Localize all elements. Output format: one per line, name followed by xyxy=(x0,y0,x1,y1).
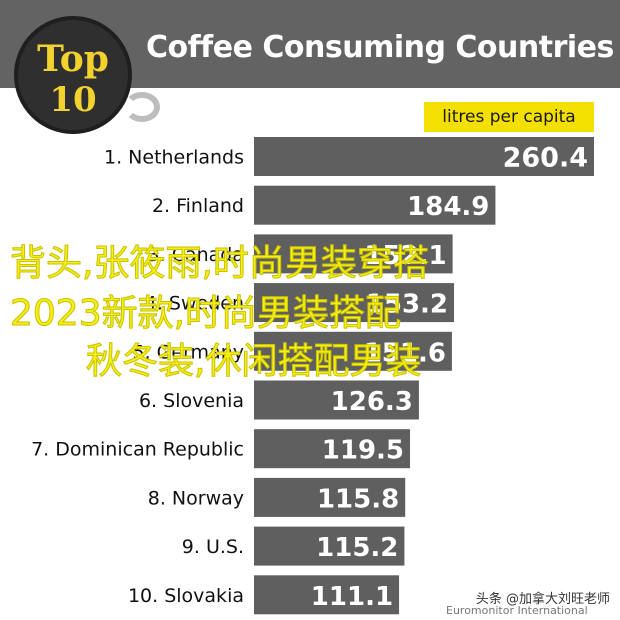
category-label-5: 5. Germany xyxy=(133,341,245,363)
value-label-8: 115.8 xyxy=(317,484,399,514)
value-label-5: 151.6 xyxy=(364,338,446,368)
bar-5 xyxy=(254,331,452,371)
category-label-8: 8. Norway xyxy=(148,487,244,509)
overlay-caption-1: 背头,张筱雨,时尚男装穿搭 xyxy=(10,243,430,284)
value-label-9: 115.2 xyxy=(316,533,398,563)
bar-9 xyxy=(254,526,405,566)
category-label-6: 6. Slovenia xyxy=(139,390,244,412)
bar-6 xyxy=(254,380,419,420)
category-label-3: 3. Canada xyxy=(148,244,244,266)
value-label-4: 153.2 xyxy=(366,290,448,320)
bar-4 xyxy=(254,283,455,323)
value-label-10: 111.1 xyxy=(311,582,393,612)
overlay-caption-2: 2023新款,时尚男装搭配 xyxy=(9,293,402,334)
bar-2 xyxy=(254,185,496,225)
value-label-2: 184.9 xyxy=(407,192,489,222)
category-label-4: 4. Sweden xyxy=(145,293,244,315)
bar-1 xyxy=(254,137,594,176)
category-label-9: 9. U.S. xyxy=(182,536,244,558)
cup-handle-icon xyxy=(124,92,160,122)
logo-top-text: Top xyxy=(37,38,109,80)
value-label-3: 152.1 xyxy=(364,241,446,271)
logo-number-text: 10 xyxy=(49,80,97,120)
overlay-caption-3: 秋冬装,休闲搭配男装 xyxy=(85,341,422,382)
unit-label: litres per capita xyxy=(424,102,594,132)
value-label-7: 119.5 xyxy=(322,436,404,466)
category-label-2: 2. Finland xyxy=(152,195,244,217)
bar-10 xyxy=(254,575,400,615)
watermark: 头条 @加拿大刘旺老师 xyxy=(475,588,610,607)
top10-logo: Top 10 xyxy=(14,16,132,134)
category-label-1: 1. Netherlands xyxy=(104,147,244,169)
bar-8 xyxy=(254,477,406,517)
category-label-10: 10. Slovakia xyxy=(128,585,244,607)
category-label-7: 7. Dominican Republic xyxy=(31,439,244,461)
bar-7 xyxy=(254,429,411,469)
chart-title: Coffee Consuming Countries xyxy=(146,30,614,65)
bar-3 xyxy=(254,234,453,274)
value-label-1: 260.4 xyxy=(503,143,588,174)
value-label-6: 126.3 xyxy=(331,387,413,417)
source-credit: Euromonitor International xyxy=(446,604,588,617)
